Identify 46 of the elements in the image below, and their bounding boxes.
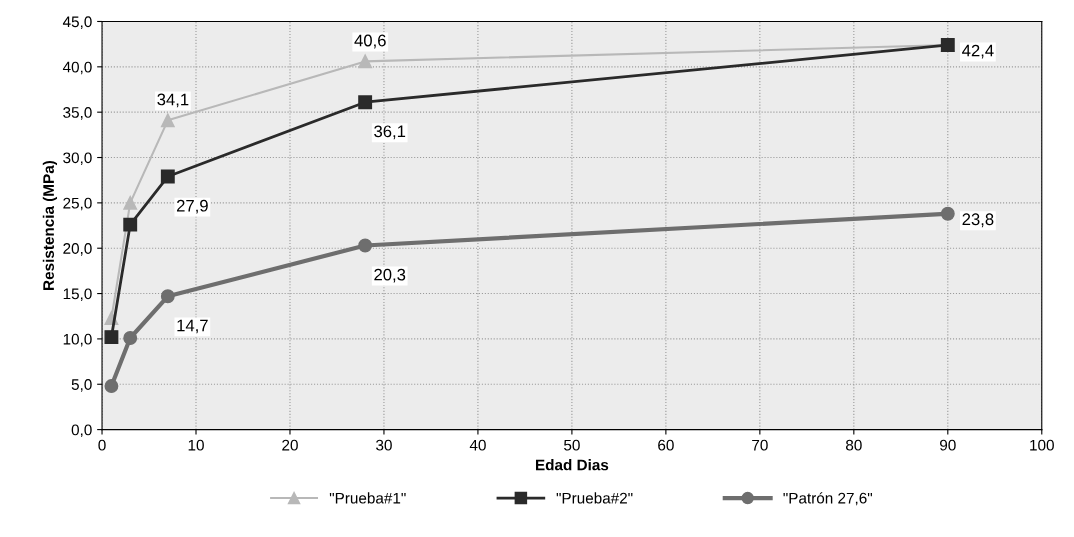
point [160, 289, 175, 304]
y-tick-label: 30,0 [63, 152, 92, 166]
y-tick-label: 25,0 [63, 197, 92, 211]
data-label: 14,7 [177, 319, 208, 334]
y-tick-label: 20,0 [63, 243, 92, 256]
data-label: 23,8 [962, 213, 994, 228]
data-label: 34,1 [157, 93, 189, 108]
x-tick-label: 50 [564, 439, 580, 451]
data-label: 27,9 [176, 199, 208, 214]
data-label: 42,4 [962, 44, 994, 59]
y-axis-title: Resistencia (MPa) [42, 160, 58, 290]
data-label: 20,3 [374, 268, 406, 283]
y-tick-label: 5,0 [71, 379, 92, 392]
data-label: 40,6 [354, 34, 386, 49]
x-tick-label: 0 [98, 439, 106, 451]
y-tick-label: 45,0 [62, 16, 92, 29]
x-tick-label: 30 [376, 439, 392, 451]
point [160, 169, 175, 184]
x-tick-label: 20 [282, 439, 298, 451]
x-tick-label: 70 [752, 439, 768, 451]
legend-label: "Prueba#2" [556, 492, 633, 504]
point [123, 331, 138, 345]
x-tick-label: 10 [188, 439, 204, 451]
x-tick-label: 80 [846, 439, 862, 451]
legend-label: "Patrón 27,6" [783, 492, 873, 506]
point [160, 113, 175, 128]
point [104, 379, 119, 394]
point [123, 195, 138, 210]
legend-label: "Prueba#1" [329, 492, 406, 504]
x-tick-label: 60 [658, 439, 674, 451]
x-tick-label: 100 [1030, 439, 1054, 451]
point [123, 217, 138, 232]
point [940, 206, 955, 221]
y-tick-label: 15,0 [63, 288, 92, 302]
point [358, 54, 373, 69]
y-tick-label: 0,0 [71, 424, 92, 438]
y-tick-label: 40,0 [62, 61, 92, 75]
x-tick-label: 90 [940, 439, 956, 451]
point [104, 330, 119, 345]
y-tick-label: 10,0 [63, 333, 92, 347]
x-tick-label: 40 [469, 439, 486, 451]
data-label: 36,1 [374, 125, 406, 140]
point [358, 238, 373, 253]
point [358, 95, 373, 110]
x-axis-title: Edad Dias [536, 459, 609, 471]
y-tick-label: 35,0 [63, 107, 92, 120]
